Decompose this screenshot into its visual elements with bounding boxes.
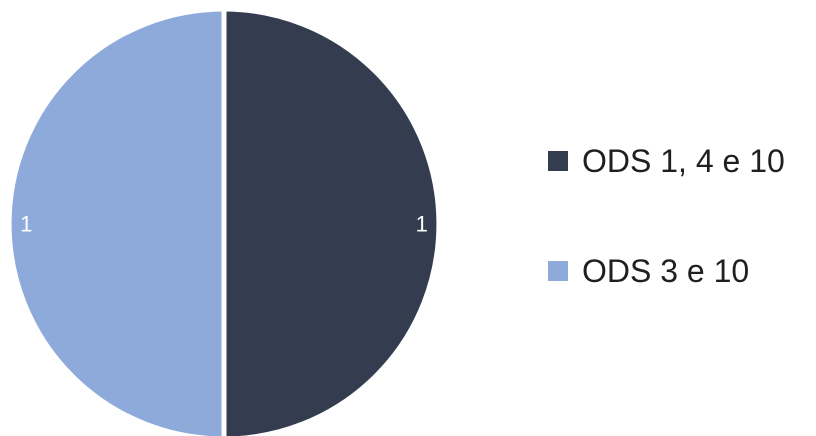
legend-label-ods-1-4-e-10: ODS 1, 4 e 10: [582, 143, 785, 179]
pie-slices: [6, 6, 442, 436]
data-label-ods-1-4-e-10: 1: [416, 212, 428, 237]
legend-swatch-ods-3-e-10: [548, 261, 568, 281]
pie-slice-ods-3-e-10: [6, 6, 227, 436]
legend-swatch-ods-1-4-e-10: [548, 151, 568, 171]
pie-data-labels: 11: [20, 212, 428, 237]
legend-label-ods-3-e-10: ODS 3 e 10: [582, 253, 749, 289]
data-label-ods-3-e-10: 1: [20, 212, 32, 237]
pie-slice-ods-1-4-e-10: [221, 6, 442, 436]
chart-legend: ODS 1, 4 e 10 ODS 3 e 10: [548, 143, 785, 289]
